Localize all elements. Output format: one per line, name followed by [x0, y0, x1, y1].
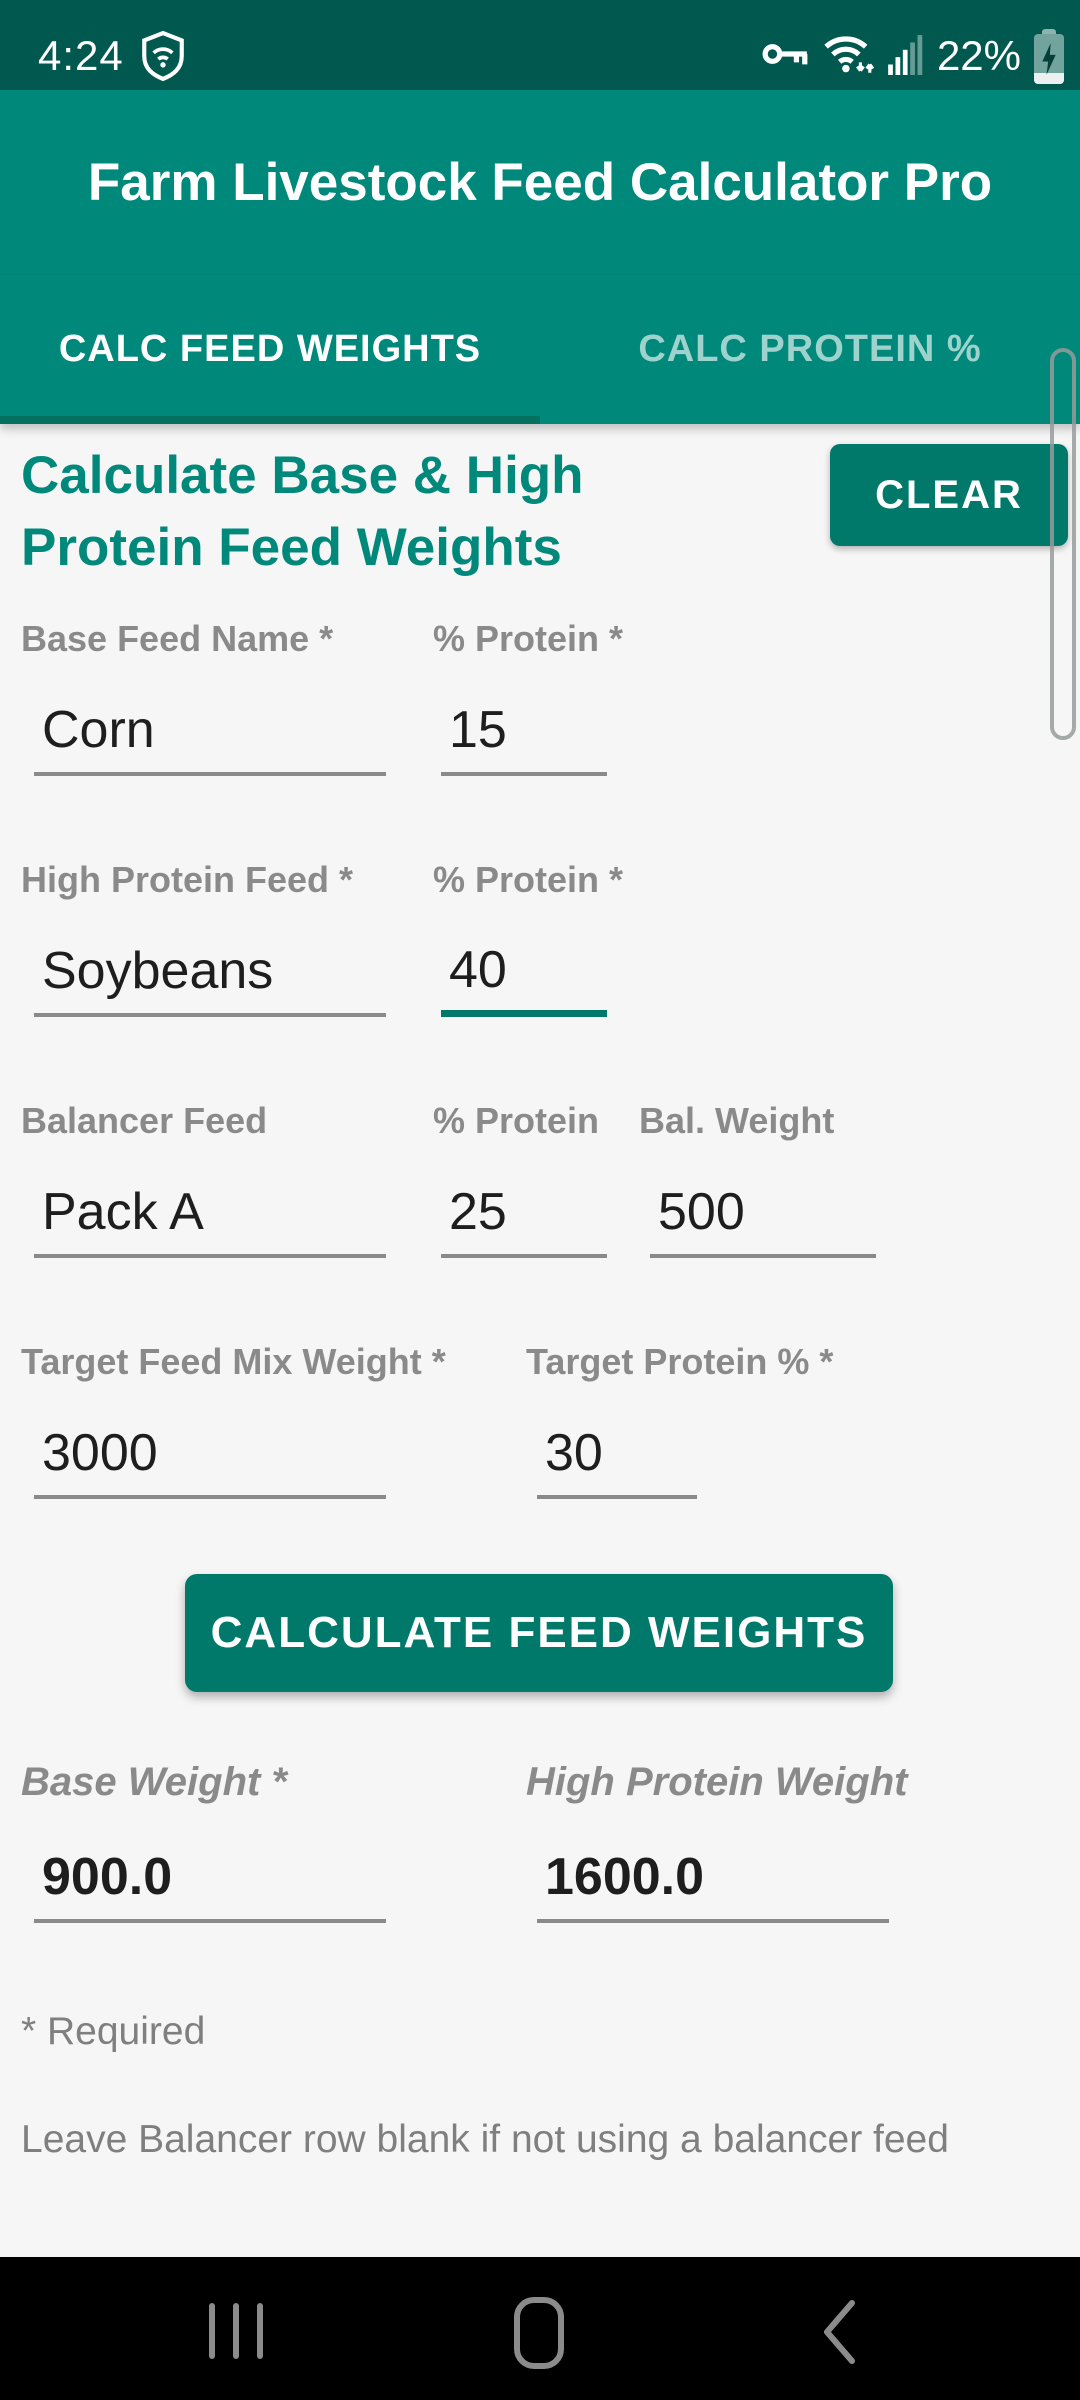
tab-calc-protein[interactable]: CALC PROTEIN % — [638, 328, 982, 370]
high-protein-feed-label: High Protein Feed * — [21, 859, 354, 900]
recent-apps-icon[interactable] — [209, 2303, 263, 2359]
clear-button[interactable]: CLEAR — [830, 444, 1068, 546]
vpn-key-icon — [762, 38, 810, 75]
high-protein-feed-input[interactable] — [34, 939, 386, 1017]
balancer-protein-label: % Protein — [433, 1100, 600, 1141]
balancer-feed-label: Balancer Feed — [21, 1100, 268, 1141]
wifi-arrows-icon — [823, 31, 875, 82]
target-protein-label: Target Protein % * — [526, 1341, 834, 1382]
base-weight-result-input[interactable] — [34, 1845, 386, 1923]
signal-strength-icon — [888, 33, 924, 80]
base-weight-result-label: Base Weight * — [21, 1760, 287, 1804]
battery-percent-label: 22% — [936, 32, 1021, 79]
target-protein-input[interactable] — [537, 1421, 697, 1499]
secure-wifi-shield-icon — [140, 31, 186, 81]
high-protein-weight-result-input[interactable] — [537, 1845, 889, 1923]
required-note: * Required — [21, 2010, 206, 2053]
high-protein-weight-result-label: High Protein Weight — [526, 1760, 908, 1804]
home-icon[interactable] — [514, 2297, 564, 2369]
back-icon[interactable] — [822, 2300, 856, 2364]
app-title: Farm Livestock Feed Calculator Pro — [87, 153, 993, 212]
battery-charging-icon — [1034, 28, 1064, 84]
base-feed-name-label: Base Feed Name * — [21, 618, 334, 659]
balancer-hint-note: Leave Balancer row blank if not using a … — [21, 2118, 949, 2161]
navigation-bar — [0, 2257, 1080, 2400]
base-protein-input[interactable] — [441, 698, 607, 776]
app-bar: Farm Livestock Feed Calculator Pro — [0, 90, 1080, 275]
high-protein-pct-input[interactable] — [441, 939, 607, 1017]
base-protein-label: % Protein * — [433, 618, 624, 659]
active-tab-indicator — [0, 416, 540, 424]
target-weight-label: Target Feed Mix Weight * — [21, 1341, 446, 1382]
base-feed-name-input[interactable] — [34, 698, 386, 776]
clock: 4:24 — [38, 32, 124, 79]
target-weight-input[interactable] — [34, 1421, 386, 1499]
balancer-weight-label: Bal. Weight — [639, 1100, 835, 1141]
calculate-feed-weights-button[interactable]: CALCULATE FEED WEIGHTS — [185, 1574, 893, 1692]
high-protein-pct-label: % Protein * — [433, 859, 624, 900]
balancer-weight-input[interactable] — [650, 1180, 876, 1258]
tab-bar: CALC FEED WEIGHTS CALC PROTEIN % — [0, 275, 1080, 424]
balancer-feed-input[interactable] — [34, 1180, 386, 1258]
status-bar-right-icons: 22% — [762, 28, 1064, 84]
status-bar: 4:24 — [0, 0, 1080, 90]
scrollbar-thumb[interactable] — [1050, 348, 1076, 740]
tab-calc-feed-weights[interactable]: CALC FEED WEIGHTS — [58, 328, 482, 370]
balancer-protein-input[interactable] — [441, 1180, 607, 1258]
page-title: Calculate Base & High Protein Feed Weigh… — [21, 446, 584, 577]
